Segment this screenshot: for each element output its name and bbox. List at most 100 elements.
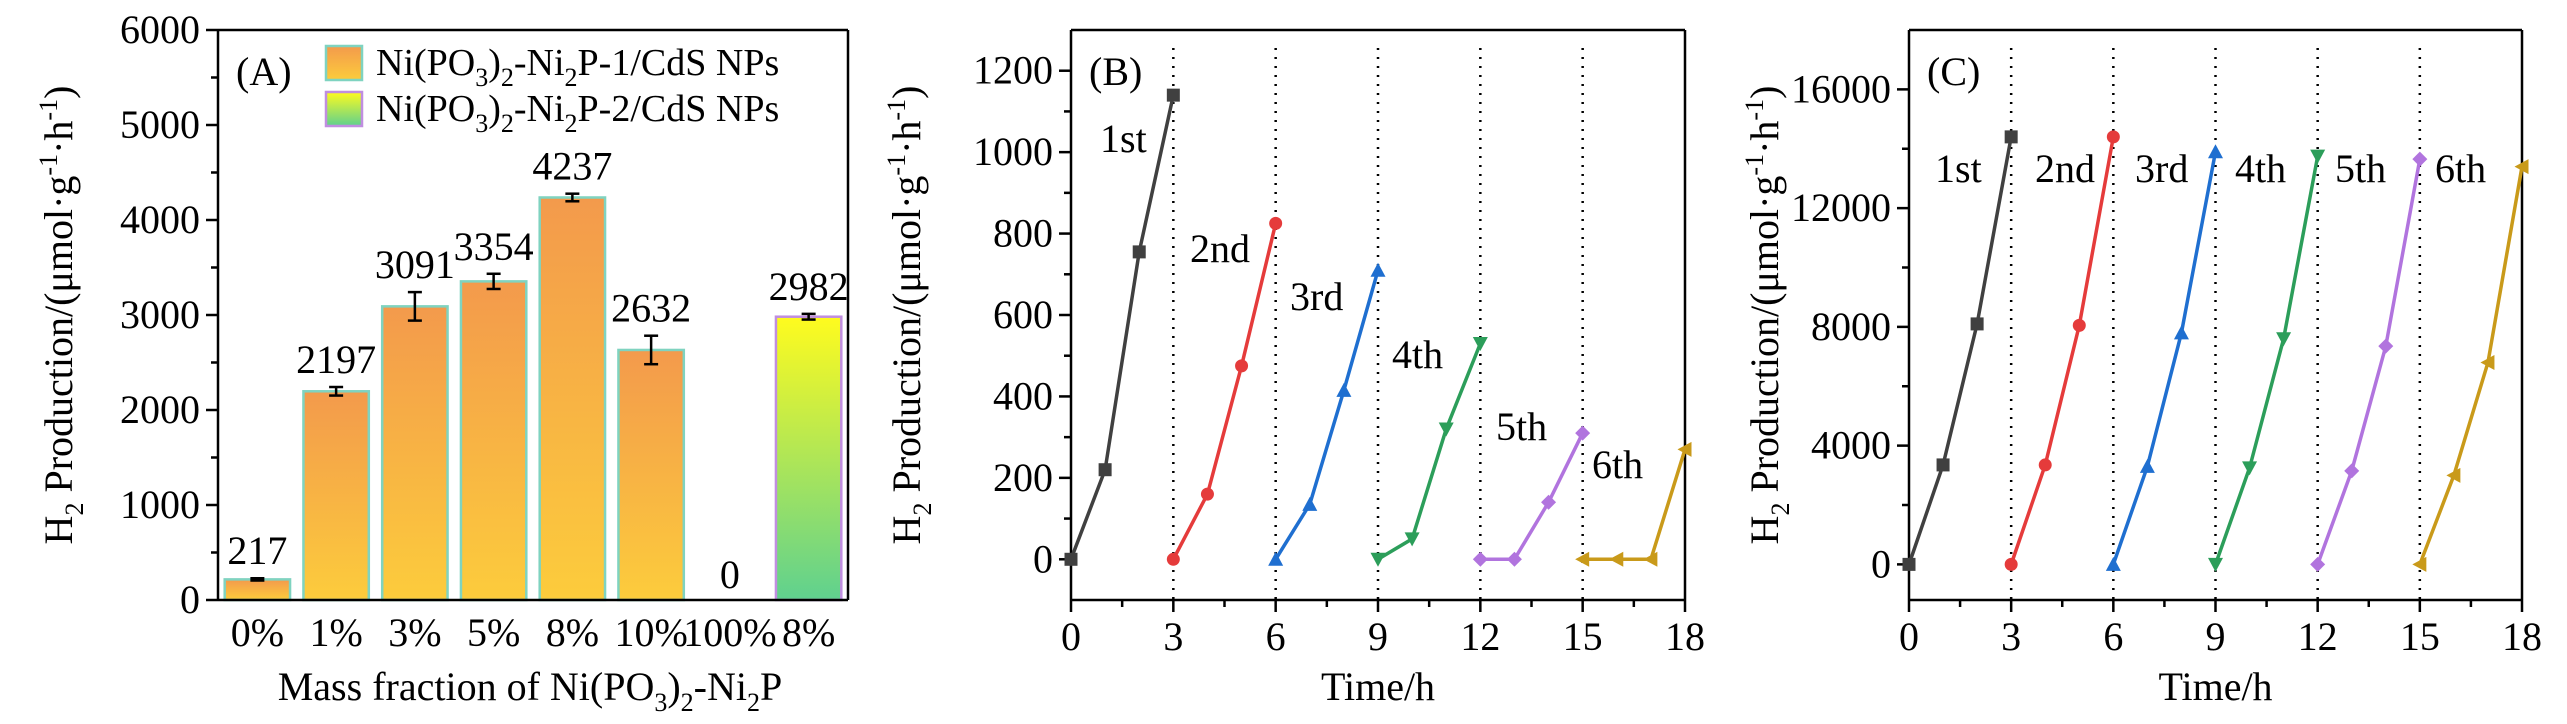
series-line-2nd bbox=[1171, 222, 1278, 561]
x-tick-label: 12 bbox=[2298, 614, 2338, 659]
y-tick-label: 0 bbox=[180, 577, 200, 622]
series-line-5th bbox=[2316, 158, 2422, 565]
panel-b-line-chart: 0 3 6 9 12 15 18 0 200 400 600 800 1000 1200 1st 2nd 3rd… bbox=[882, 28, 1705, 709]
data-point-2nd bbox=[2038, 458, 2052, 472]
data-point-5th bbox=[1506, 551, 1522, 567]
bar-value-label: 217 bbox=[227, 528, 287, 573]
legend-swatch-1 bbox=[324, 44, 364, 82]
cycle-label-3rd: 3rd bbox=[1290, 274, 1343, 319]
y-tick-label: 8000 bbox=[1811, 304, 1891, 349]
bar-8% bbox=[774, 315, 843, 602]
data-point-6th bbox=[2514, 159, 2529, 175]
data-point-2nd bbox=[2106, 130, 2120, 144]
y-tick-label: 6000 bbox=[120, 7, 200, 52]
data-point-3rd bbox=[1268, 551, 1284, 566]
data-point-2nd bbox=[2072, 318, 2086, 332]
data-point-3rd bbox=[2173, 325, 2189, 340]
bar-value-label: 2632 bbox=[611, 286, 691, 331]
data-point-6th bbox=[1677, 441, 1692, 457]
data-point-1st bbox=[1902, 557, 1916, 571]
x-tick-label: 9 bbox=[1368, 614, 1388, 659]
series-line-1st bbox=[1069, 94, 1176, 560]
cycle-label-3rd: 3rd bbox=[2135, 146, 2188, 191]
cycle-label-4th: 4th bbox=[1392, 332, 1443, 377]
data-point-4th bbox=[1472, 337, 1488, 351]
data-point-2nd bbox=[2004, 557, 2018, 571]
y-tick-label: 0 bbox=[1033, 536, 1053, 581]
data-point-4th bbox=[2208, 557, 2223, 572]
data-point-1st bbox=[1166, 88, 1180, 102]
data-point-4th bbox=[1404, 532, 1420, 547]
data-point-5th bbox=[2310, 556, 2326, 572]
bar-value-label: 3091 bbox=[375, 242, 455, 287]
data-point-4th bbox=[2310, 149, 2326, 164]
bar-value-label: 2982 bbox=[769, 264, 849, 309]
legend-label-2: Ni(PO3​)2​-Ni2​P-2/CdS NPs bbox=[376, 88, 779, 138]
y-tick-label: 4000 bbox=[120, 197, 200, 242]
x-tick-label: 3 bbox=[2001, 614, 2021, 659]
x-tick-label: 12 bbox=[1460, 614, 1500, 659]
data-point-3rd bbox=[2139, 458, 2155, 473]
data-point-4th bbox=[1438, 422, 1454, 437]
x-tick-label: 6 bbox=[2103, 614, 2123, 659]
data-point-4th bbox=[2276, 332, 2292, 347]
x-tick-label: 100% bbox=[683, 610, 776, 655]
cycle-label-1st: 1st bbox=[1935, 146, 1982, 191]
series-line-2nd bbox=[2009, 136, 2116, 565]
cycle-label-6th: 6th bbox=[1592, 442, 1643, 487]
y-tick-label: 3000 bbox=[120, 292, 200, 337]
data-point-2nd bbox=[1269, 216, 1283, 230]
data-point-5th bbox=[1575, 425, 1591, 441]
y-tick-label: 2000 bbox=[120, 387, 200, 432]
x-tick-label: 5% bbox=[467, 610, 520, 655]
data-point-2nd bbox=[1166, 552, 1180, 566]
data-point-3rd bbox=[2105, 556, 2121, 571]
y-tick-label: 12000 bbox=[1791, 185, 1891, 230]
data-point-6th bbox=[2480, 355, 2495, 370]
y-tick-label: 16000 bbox=[1791, 66, 1891, 111]
panel-a-bar-chart: 217 0% 2197 1% 3091 3% 3354 5% 4237 8% 2632 10% 0 100… bbox=[34, 7, 850, 717]
x-tick-label: 15 bbox=[1563, 614, 1603, 659]
series-line-3rd bbox=[1274, 269, 1380, 561]
series-line-3rd bbox=[2111, 151, 2218, 565]
data-point-1st bbox=[1936, 458, 1950, 472]
x-axis-label: Time/h bbox=[2158, 664, 2272, 709]
cycle-label-2nd: 2nd bbox=[1190, 226, 1250, 271]
data-point-6th bbox=[1609, 551, 1624, 567]
data-point-6th bbox=[2446, 467, 2461, 483]
legend-label-1: Ni(PO3​)2​-Ni2​P-1/CdS NPs bbox=[376, 42, 779, 92]
data-point-1st bbox=[1970, 317, 1984, 331]
x-tick-label: 10% bbox=[614, 610, 687, 655]
data-point-3rd bbox=[1302, 496, 1318, 511]
data-point-1st bbox=[1098, 463, 1112, 477]
x-tick-label: 18 bbox=[2502, 614, 2542, 659]
data-point-5th bbox=[2378, 338, 2394, 354]
x-tick-label: 0% bbox=[231, 610, 284, 655]
data-point-1st bbox=[1064, 552, 1078, 566]
y-tick-label: 4000 bbox=[1811, 423, 1891, 468]
panel-label: (B) bbox=[1089, 49, 1142, 94]
y-axis-label: H2​ Production/(μmol·g-1​·h-1​) bbox=[34, 86, 89, 545]
data-point-2nd bbox=[1235, 359, 1249, 373]
cycle-label-4th: 4th bbox=[2235, 146, 2286, 191]
y-axis-label: H2​ Production/(μmol·g-1​·h-1​) bbox=[1740, 86, 1795, 545]
data-point-6th bbox=[2412, 556, 2427, 572]
data-point-3rd bbox=[1370, 262, 1386, 277]
data-point-4th bbox=[1370, 552, 1386, 567]
panel-label: (C) bbox=[1927, 49, 1980, 94]
x-tick-label: 8% bbox=[782, 610, 835, 655]
cycle-label-1st: 1st bbox=[1100, 116, 1147, 161]
cycle-label-5th: 5th bbox=[2335, 146, 2386, 191]
y-tick-label: 800 bbox=[993, 211, 1053, 256]
x-tick-label: 9 bbox=[2206, 614, 2226, 659]
y-tick-label: 200 bbox=[993, 455, 1053, 500]
x-tick-label: 18 bbox=[1665, 614, 1705, 659]
x-axis-label: Mass fraction of Ni(PO3​)2​-Ni2​P bbox=[278, 664, 783, 717]
data-point-6th bbox=[1643, 551, 1658, 567]
bar-3% bbox=[380, 305, 449, 602]
y-tick-label: 5000 bbox=[120, 102, 200, 147]
bar-value-label: 0 bbox=[720, 552, 740, 597]
panel-label: (A) bbox=[236, 49, 292, 94]
y-tick-label: 1000 bbox=[973, 129, 1053, 174]
